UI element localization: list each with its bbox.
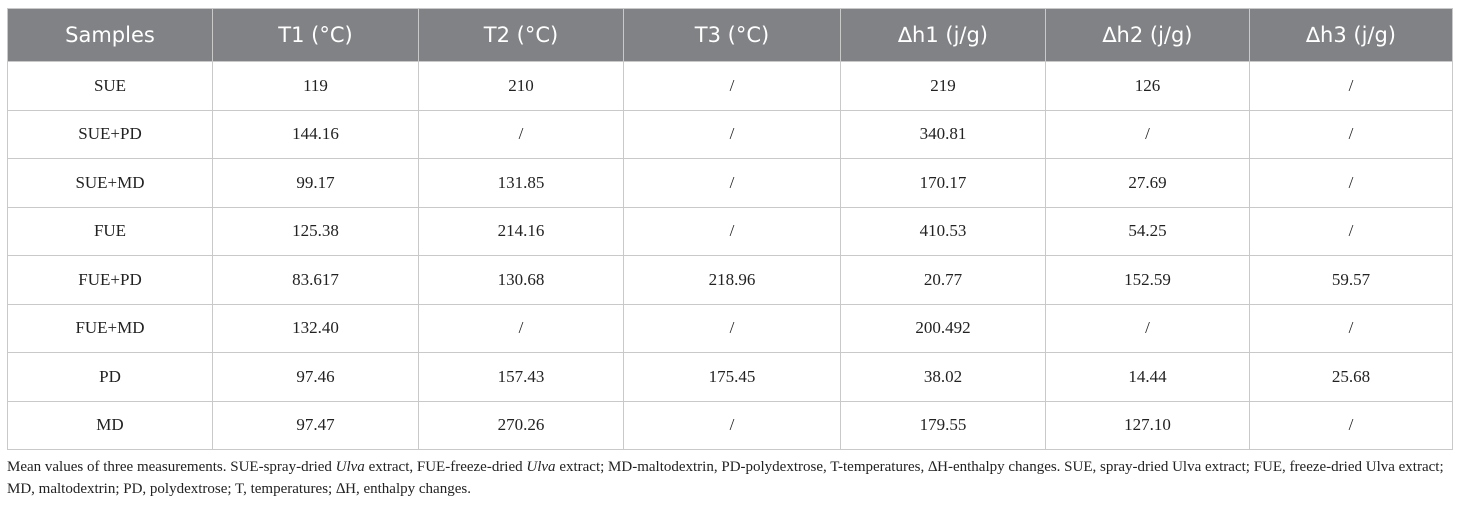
cell: 179.55 [840, 400, 1046, 450]
footnote-text: extract; MD-maltodextrin, PD-polydextros… [7, 459, 1444, 497]
footnote-italic: Ulva [335, 459, 365, 475]
cell: 97.46 [212, 352, 419, 402]
footnote-text: extract, FUE-freeze-dried [364, 459, 527, 475]
table-row: FUE+PD 83.617 130.68 218.96 20.77 152.59 59.57 [7, 255, 1453, 305]
cell: 170.17 [840, 158, 1046, 208]
cell: 200.492 [840, 303, 1046, 353]
cell: 27.69 [1045, 158, 1250, 208]
footnote: Mean values of three measurements. SUE-s… [7, 456, 1452, 500]
cell: 210 [418, 61, 624, 111]
cell: 126 [1045, 61, 1250, 111]
cell: 25.68 [1249, 352, 1453, 402]
footnote-text: Mean values of three measurements. SUE-s… [7, 459, 336, 475]
cell: 54.25 [1045, 206, 1250, 256]
cell: 219 [840, 61, 1046, 111]
table-row: SUE+MD 99.17 131.85/170.17 27.69/ [7, 158, 1453, 208]
cell: / [1249, 400, 1453, 450]
cell: 59.57 [1249, 255, 1453, 305]
row-label: SUE+PD [7, 109, 213, 159]
table-body: SUE 119 210/219 126/SUE+PD 144.16//340.81// S… [7, 61, 1453, 450]
cell: / [623, 158, 841, 208]
cell: / [623, 400, 841, 450]
cell: 83.617 [212, 255, 419, 305]
table-row: PD 97.46 157.43 175.45 38.02 14.44 25.68 [7, 352, 1453, 402]
row-label: PD [7, 352, 213, 402]
header-row: Samples T1 (°C) T2 (°C) T3 (°C) ∆h1 (j/g) ∆h2… [7, 8, 1453, 62]
table-row: FUE+MD 132.40//200.492// [7, 303, 1453, 353]
cell: / [623, 206, 841, 256]
cell: 20.77 [840, 255, 1046, 305]
row-label: SUE [7, 61, 213, 111]
cell: 175.45 [623, 352, 841, 402]
row-label: FUE [7, 206, 213, 256]
header-cell: ∆h3 (j/g) [1249, 8, 1453, 62]
row-label: FUE+PD [7, 255, 213, 305]
table-row: FUE 125.38 214.16/410.53 54.25/ [7, 206, 1453, 256]
cell: 131.85 [418, 158, 624, 208]
cell: 14.44 [1045, 352, 1250, 402]
cell: 340.81 [840, 109, 1046, 159]
header-cell: ∆h1 (j/g) [840, 8, 1046, 62]
cell: / [418, 109, 624, 159]
cell: 38.02 [840, 352, 1046, 402]
header-cell: T1 (°C) [212, 8, 419, 62]
cell: 214.16 [418, 206, 624, 256]
header-cell: T2 (°C) [418, 8, 624, 62]
header-cell: Samples [7, 8, 213, 62]
cell: / [1045, 109, 1250, 159]
cell: / [1045, 303, 1250, 353]
cell: 99.17 [212, 158, 419, 208]
cell: / [1249, 303, 1453, 353]
cell: / [418, 303, 624, 353]
cell: 132.40 [212, 303, 419, 353]
table-row: MD 97.47 270.26/179.55 127.10/ [7, 400, 1453, 450]
header-cell: T3 (°C) [623, 8, 841, 62]
cell: 270.26 [418, 400, 624, 450]
data-table: Samples T1 (°C) T2 (°C) T3 (°C) ∆h1 (j/g) ∆h2… [7, 8, 1453, 450]
cell: / [623, 303, 841, 353]
cell: 125.38 [212, 206, 419, 256]
table-row: SUE 119 210/219 126/ [7, 61, 1453, 111]
cell: / [1249, 109, 1453, 159]
cell: / [1249, 206, 1453, 256]
table-row: SUE+PD 144.16//340.81// [7, 109, 1453, 159]
cell: 218.96 [623, 255, 841, 305]
footnote-italic: Ulva [526, 459, 556, 475]
cell: 130.68 [418, 255, 624, 305]
row-label: SUE+MD [7, 158, 213, 208]
cell: 127.10 [1045, 400, 1250, 450]
cell: / [1249, 61, 1453, 111]
cell: 97.47 [212, 400, 419, 450]
row-label: MD [7, 400, 213, 450]
cell: / [623, 109, 841, 159]
cell: / [623, 61, 841, 111]
cell: 410.53 [840, 206, 1046, 256]
cell: 144.16 [212, 109, 419, 159]
header-cell: ∆h2 (j/g) [1045, 8, 1250, 62]
cell: 157.43 [418, 352, 624, 402]
cell: 119 [212, 61, 419, 111]
table-header: Samples T1 (°C) T2 (°C) T3 (°C) ∆h1 (j/g) ∆h2… [7, 8, 1453, 62]
cell: / [1249, 158, 1453, 208]
row-label: FUE+MD [7, 303, 213, 353]
cell: 152.59 [1045, 255, 1250, 305]
